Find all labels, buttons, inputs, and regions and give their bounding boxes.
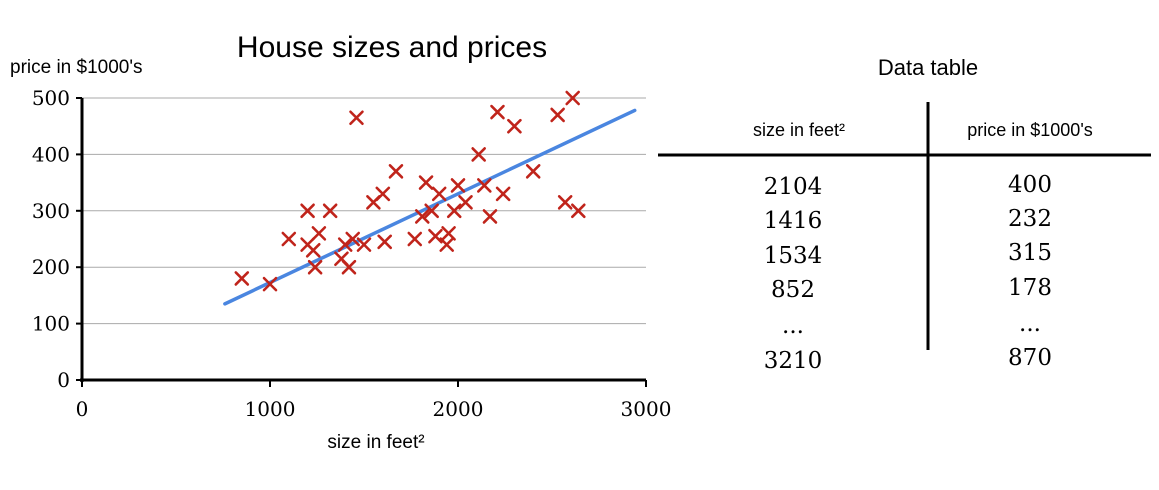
data-point: [458, 195, 473, 210]
table-row: 3210 870: [764, 345, 1052, 374]
x-tick-label: 0: [76, 397, 89, 421]
data-point: [477, 178, 492, 193]
data-point: [565, 90, 580, 106]
data-point: [441, 226, 456, 241]
data-point: [307, 259, 323, 275]
data-point: [388, 164, 404, 179]
table-cell-price: 315: [1008, 240, 1052, 266]
data-point: [375, 186, 391, 202]
y-tick-label: 400: [32, 142, 70, 166]
data-point: [262, 276, 278, 292]
data-point: [482, 209, 498, 224]
table-cell-size: 1534: [764, 243, 823, 269]
data-point: [377, 234, 392, 250]
scatter-chart: 0 100 200 300 400 500 0 1000 2000 3000 House siz…: [10, 31, 671, 453]
table-cell-price: 400: [1008, 172, 1052, 198]
table-cell-price: ...: [1019, 311, 1041, 337]
data-point: [349, 110, 364, 126]
x-axis-label: size in feet²: [327, 432, 424, 453]
data-point: [490, 104, 505, 120]
grid-lines: [82, 97, 646, 325]
data-point: [234, 271, 250, 286]
data-table-title: Data table: [878, 55, 978, 80]
data-point: [311, 226, 327, 241]
data-point: [341, 259, 357, 275]
table-row: ......: [782, 311, 1041, 339]
table-header-size: size in feet²: [753, 120, 845, 140]
data-point: [407, 231, 423, 247]
data-point: [418, 175, 434, 190]
data-point: [281, 231, 297, 247]
table-cell-size: 2104: [764, 174, 823, 200]
data-table: Data table size in feet² price in $1000'…: [658, 55, 1151, 374]
data-point: [525, 164, 541, 179]
data-point: [300, 203, 315, 219]
data-point: [356, 237, 372, 252]
data-point: [431, 186, 447, 202]
x-axis-ticks: 0 1000 2000 3000: [76, 380, 672, 421]
data-point: [557, 195, 573, 210]
table-row: 1534 315: [764, 240, 1052, 269]
data-point: [446, 203, 462, 219]
y-tick-label: 300: [32, 199, 70, 223]
table-cell-size: 3210: [764, 348, 823, 374]
table-row: 852 178: [771, 275, 1052, 303]
x-tick-label: 2000: [433, 397, 484, 421]
data-point: [414, 209, 430, 224]
y-axis-label: price in $1000's: [10, 57, 143, 78]
data-points: [234, 90, 586, 292]
data-point: [571, 203, 586, 219]
data-point: [345, 231, 361, 247]
data-point: [450, 178, 466, 193]
table-row: 1416 232: [764, 206, 1052, 234]
y-tick-label: 500: [32, 86, 70, 110]
table-row: 2104 400: [764, 172, 1052, 200]
table-cell-size: 852: [771, 277, 815, 303]
table-rows: 2104 400 1416 232 1534 315 852 178... ... 3210 870: [764, 172, 1052, 374]
x-tick-label: 3000: [621, 397, 672, 421]
data-point: [337, 237, 353, 252]
table-cell-size: 1416: [764, 208, 823, 234]
y-tick-label: 0: [57, 368, 70, 392]
y-axis-ticks: 0 100 200 300 400 500: [32, 86, 82, 392]
data-point: [322, 203, 338, 219]
chart-title: House sizes and prices: [237, 31, 547, 64]
y-tick-label: 200: [32, 255, 70, 279]
table-header-price: price in $1000's: [967, 120, 1093, 140]
data-point: [471, 147, 486, 162]
data-point: [424, 203, 439, 219]
data-point: [495, 186, 511, 202]
table-cell-price: 870: [1008, 345, 1052, 371]
x-tick-label: 1000: [245, 397, 296, 421]
data-point: [305, 242, 321, 258]
table-cell-price: 232: [1008, 206, 1052, 232]
data-point: [428, 228, 443, 244]
table-cell-price: 178: [1008, 275, 1052, 301]
data-point: [507, 118, 522, 134]
table-cell-size: ...: [782, 313, 804, 339]
y-tick-label: 100: [32, 312, 70, 336]
data-point: [550, 107, 565, 123]
